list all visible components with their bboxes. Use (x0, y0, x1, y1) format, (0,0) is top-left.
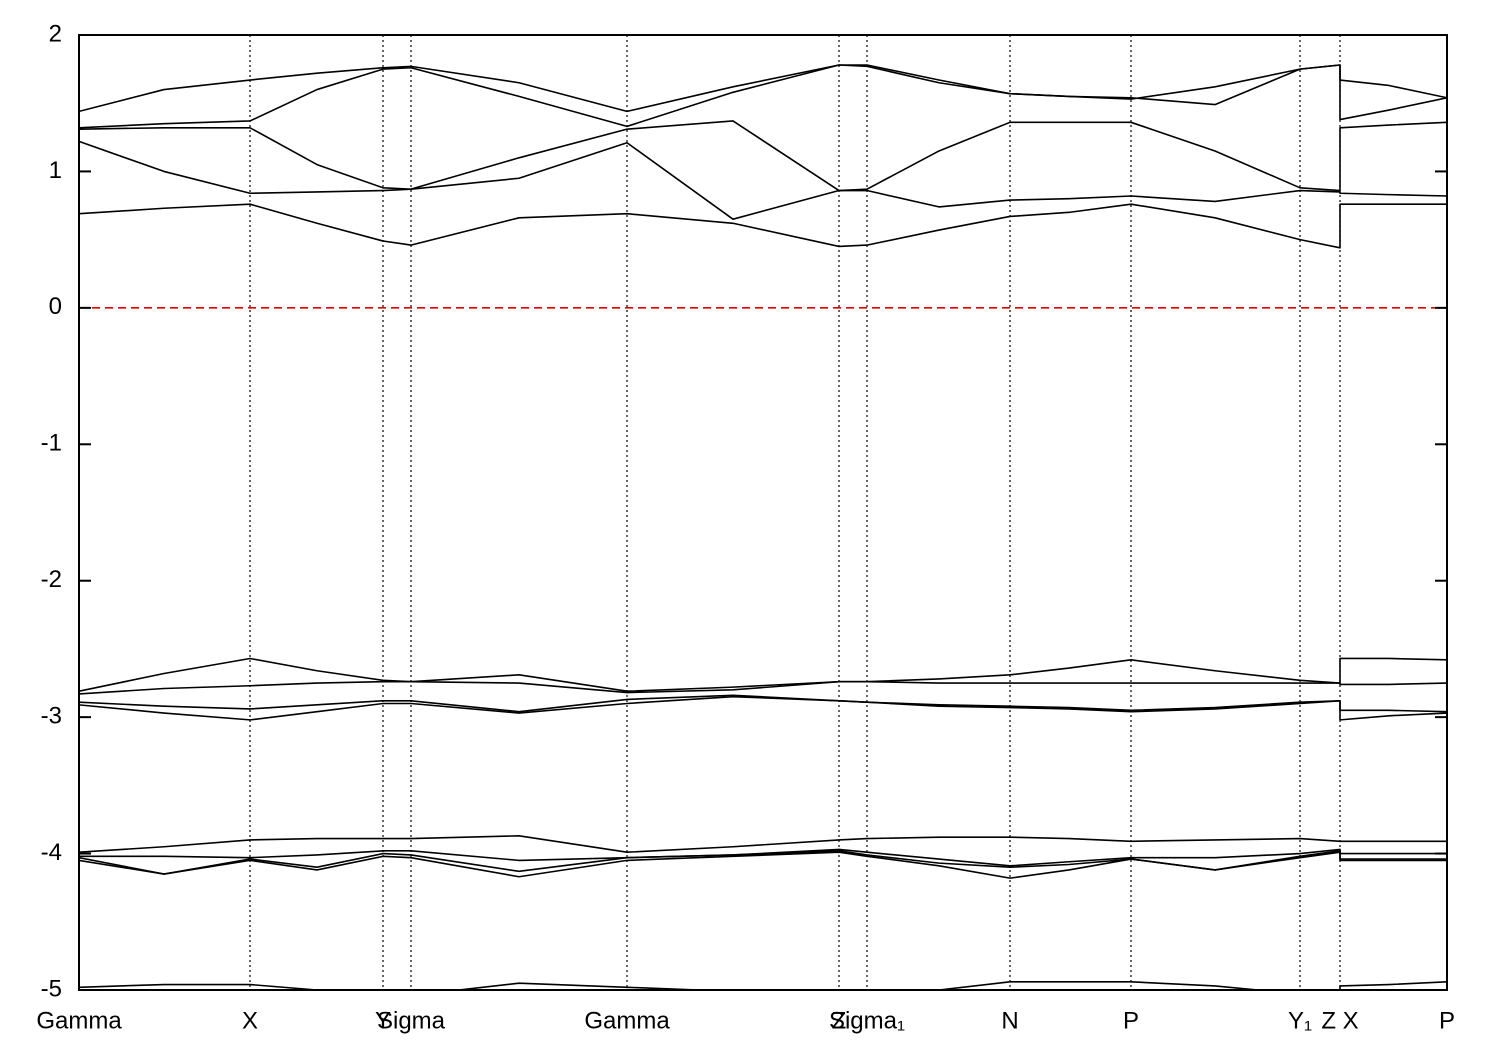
band-line (79, 203, 1447, 249)
band-line (79, 140, 1447, 220)
grid (78, 35, 1448, 990)
x-tick-label: Sigma (377, 1007, 446, 1034)
y-tick-label: -4 (41, 839, 62, 866)
band-line (79, 695, 1447, 721)
band-line (79, 835, 1447, 854)
x-tick-label: Z (832, 1007, 847, 1034)
y-tick-label: -3 (41, 702, 62, 729)
x-tick-label: N (1001, 1007, 1018, 1034)
x-tick-label: Y₁ (1288, 1007, 1312, 1034)
y-tick-label: -5 (41, 975, 62, 1002)
y-tick-label: -1 (41, 430, 62, 457)
x-tick-label: Y (375, 1007, 391, 1034)
bands (79, 64, 1447, 990)
band-line (79, 657, 1447, 693)
y-tick-label: 1 (49, 157, 62, 184)
band-line (79, 848, 1447, 867)
x-tick-label: Sigma₁ (829, 1007, 905, 1034)
y-tick-label: -2 (41, 566, 62, 593)
band-line (79, 850, 1447, 875)
x-tick-label: P (1123, 1007, 1139, 1034)
band-line (79, 64, 1447, 129)
y-tick-label: 2 (49, 20, 62, 47)
x-tick-label: Gamma (584, 1007, 670, 1034)
band-line (79, 120, 1447, 192)
x-tick-label: Z X (1321, 1007, 1358, 1034)
band-line (79, 64, 1447, 113)
x-tick-label: P (1439, 1007, 1455, 1034)
x-tick-label: X (242, 1007, 258, 1034)
plot-frame (78, 34, 1448, 991)
band-line (79, 851, 1447, 879)
x-tick-label: Gamma (36, 1007, 122, 1034)
band-line (79, 680, 1447, 695)
y-tick-label: 0 (49, 293, 62, 320)
